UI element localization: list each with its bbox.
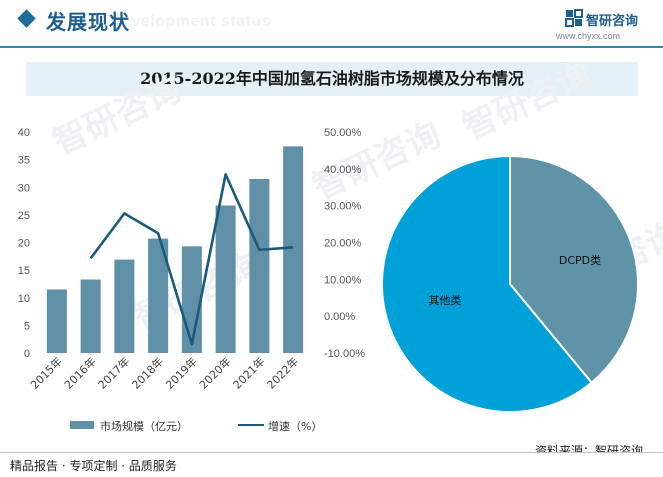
x-tick-label: 2016年 — [61, 354, 98, 391]
bar — [148, 238, 169, 353]
y-right-tick-label: 40.00% — [324, 164, 362, 176]
footer-tagline: 精品报告 · 专项定制 · 品质服务 — [10, 459, 177, 473]
x-tick-label: 2018年 — [129, 354, 166, 391]
bar — [80, 279, 101, 353]
y-left-tick-label: 5 — [24, 320, 30, 332]
bar — [215, 205, 236, 353]
footer-rule — [0, 452, 663, 453]
logo-icon — [565, 9, 583, 27]
x-tick-label: 2019年 — [163, 354, 200, 391]
y-right-tick-label: 20.00% — [324, 238, 362, 250]
x-tick-label: 2022年 — [264, 354, 301, 391]
chart-title: 2015-2022年中国加氢石油树脂市场规模及分布情况 — [140, 69, 524, 88]
legend-bar-label: 市场规模（亿元） — [100, 420, 188, 433]
header: Development status 发展现状 智研咨询 www.chyxx.c… — [0, 0, 663, 46]
y-left-tick-label: 15 — [18, 265, 30, 277]
header-rule — [0, 46, 663, 48]
x-tick-label: 2015年 — [28, 354, 65, 391]
bar — [46, 289, 67, 353]
bar-series — [46, 146, 304, 353]
bar — [249, 178, 270, 353]
legend-line-label: 增速（%） — [268, 420, 323, 433]
logo-name: 智研咨询 — [586, 14, 639, 29]
bar — [181, 246, 202, 353]
watermark-text: 智研咨询 — [457, 54, 597, 148]
y-left-tick-label: 20 — [18, 238, 30, 250]
legend-line-swatch — [238, 424, 264, 426]
y-right-tick-label: 30.00% — [324, 201, 362, 213]
y-right-tick-label: 10.00% — [324, 274, 362, 286]
x-tick-label: 2020年 — [196, 354, 233, 391]
pie-slice — [509, 154, 639, 385]
y-left-tick-label: 40 — [18, 127, 30, 139]
pie-slice-label: 其他类 — [429, 293, 462, 307]
y-right-tick-label: 0.00% — [324, 311, 355, 323]
logo-url[interactable]: www.chyxx.com — [556, 31, 621, 41]
watermark-text: 智研咨询 — [47, 69, 187, 163]
pie-slice — [381, 154, 593, 413]
bar — [114, 259, 135, 353]
left-axis: 0 5 10 15 20 25 30 35 40 — [18, 127, 30, 360]
x-tick-label: 2021年 — [230, 354, 267, 391]
y-left-tick-label: 35 — [18, 155, 30, 167]
header-subtitle: Development status — [110, 13, 272, 30]
legend-bar-swatch — [70, 421, 94, 429]
x-tick-label: 2017年 — [95, 354, 132, 391]
bar — [283, 146, 304, 353]
y-left-tick-label: 10 — [18, 293, 30, 305]
title-band — [26, 62, 638, 96]
line-series — [89, 173, 294, 346]
footer: 精品报告 · 专项定制 · 品质服务 — [0, 452, 663, 477]
combo-chart: 0 5 10 15 20 25 30 35 40 -10.00% 0.00% 10.00% 20.00… — [18, 127, 365, 392]
right-axis: -10.00% 0.00% 10.00% 20.00% 30.00% 40.00% 50.0… — [324, 127, 365, 360]
y-left-tick-label: 30 — [18, 182, 30, 194]
y-right-tick-label: 50.00% — [324, 127, 362, 139]
y-left-tick-label: 25 — [18, 210, 30, 222]
y-right-tick-label: -10.00% — [324, 348, 365, 360]
page-title: 发展现状 — [46, 10, 130, 34]
pie-slice-label: DCPD类 — [559, 253, 601, 267]
y-left-tick-label: 0 — [24, 348, 30, 360]
growth-line — [89, 173, 294, 346]
